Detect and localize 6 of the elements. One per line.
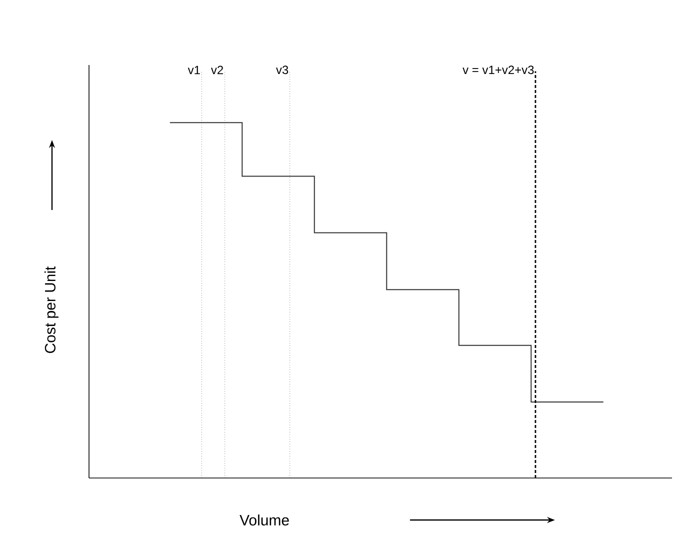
text: v2	[210, 66, 224, 74]
y-axis-title: Cost per Unit	[44, 266, 58, 353]
text: v1	[188, 66, 200, 74]
text: v3	[276, 66, 288, 74]
x-axis-title: Volume	[240, 514, 289, 526]
text: v = v1+v2+v3	[462, 66, 534, 74]
